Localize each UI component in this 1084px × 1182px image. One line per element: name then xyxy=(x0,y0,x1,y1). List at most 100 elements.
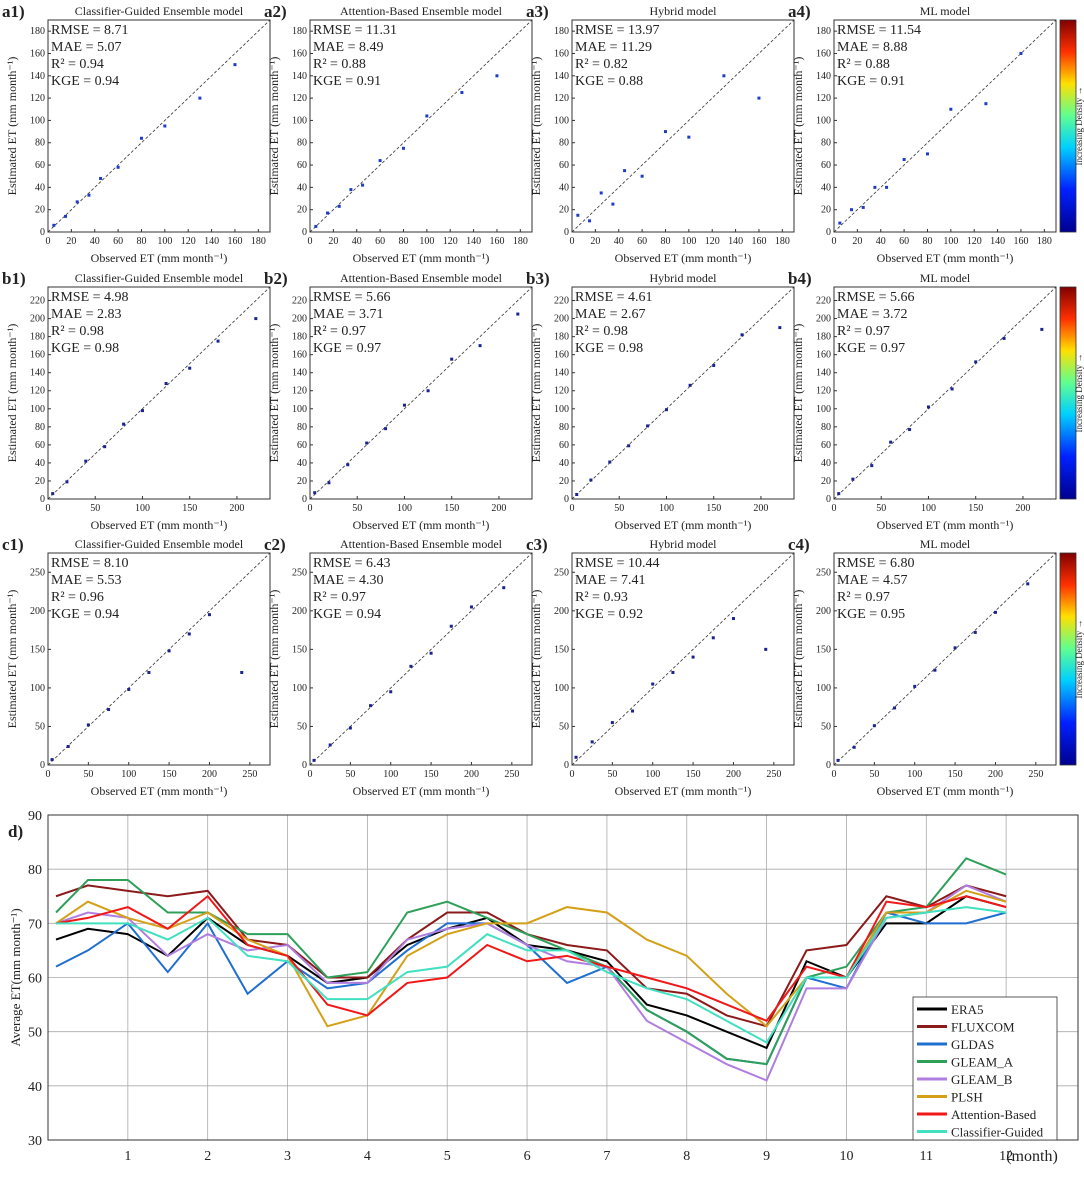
x-tick-label: 0 xyxy=(46,503,51,514)
y-tick-label: 30 xyxy=(28,1134,42,1149)
y-tick-label: 40 xyxy=(35,458,45,469)
plot-frame xyxy=(309,552,533,766)
scatter-point xyxy=(469,605,473,609)
y-tick-label: 90 xyxy=(28,809,42,824)
panel-title: Attention-Based Ensemble model xyxy=(340,537,503,551)
x-axis-label: Observed ET (mm month⁻¹) xyxy=(353,784,490,798)
y-tick-label: 150 xyxy=(30,644,45,655)
scatter-point xyxy=(837,492,841,496)
stat-text: KGE = 0.94 xyxy=(51,74,119,89)
x-tick-label: 200 xyxy=(202,769,217,780)
x-tick-label: 2 xyxy=(204,1149,211,1164)
plot-frame xyxy=(47,552,271,766)
scatter-point xyxy=(574,755,578,759)
x-tick-label: 140 xyxy=(728,236,743,247)
stat-text: RMSE = 13.97 xyxy=(575,23,660,38)
x-tick-label: 50 xyxy=(345,769,355,780)
plot-frame xyxy=(47,814,1079,1141)
stat-text: KGE = 0.97 xyxy=(313,341,381,356)
colorbar xyxy=(1059,19,1077,233)
x-tick-label: 120 xyxy=(967,236,982,247)
scatter-point xyxy=(429,651,433,655)
scatter-point xyxy=(933,668,937,672)
x-tick-label: 50 xyxy=(90,503,100,514)
y-axis-label: Estimated ET (mm month⁻¹) xyxy=(529,590,543,729)
scatter-point xyxy=(850,208,854,212)
x-tick-label: 150 xyxy=(182,503,197,514)
scatter-point xyxy=(187,632,191,636)
y-tick-label: 140 xyxy=(816,368,831,379)
x-tick-label: 200 xyxy=(988,769,1003,780)
stat-text: KGE = 0.91 xyxy=(837,74,905,89)
y-tick-label: 40 xyxy=(559,458,569,469)
x-tick-label: 3 xyxy=(284,1149,291,1164)
stat-text: R² = 0.97 xyxy=(837,590,890,605)
scatter-point xyxy=(86,723,90,727)
y-tick-label: 60 xyxy=(821,440,831,451)
stat-text: RMSE = 4.98 xyxy=(51,290,129,305)
scatter-point xyxy=(664,408,668,412)
scatter-point xyxy=(711,636,715,640)
x-tick-label: 0 xyxy=(308,769,313,780)
one-to-one-line xyxy=(833,19,1057,233)
y-axis-label: Estimated ET (mm month⁻¹) xyxy=(529,57,543,196)
scatter-point xyxy=(254,317,258,321)
x-tick-label: 150 xyxy=(686,769,701,780)
y-tick-label: 220 xyxy=(292,296,307,307)
y-tick-label: 100 xyxy=(554,404,569,415)
scatter-point xyxy=(51,492,55,496)
x-tick-label: 180 xyxy=(1037,236,1052,247)
scatter-point xyxy=(949,107,953,111)
stat-text: R² = 0.97 xyxy=(837,324,890,339)
y-tick-label: 20 xyxy=(35,205,45,216)
panel-title: Hybrid model xyxy=(650,4,718,18)
stat-text: RMSE = 4.61 xyxy=(575,290,653,305)
scatter-point xyxy=(757,96,761,100)
y-tick-label: 150 xyxy=(292,644,307,655)
scatter-point xyxy=(65,480,69,484)
x-tick-label: 40 xyxy=(90,236,100,247)
scatter-point xyxy=(631,709,635,713)
scatter-point xyxy=(908,428,912,432)
x-tick-label: 150 xyxy=(706,503,721,514)
scatter-point xyxy=(870,464,874,468)
y-tick-label: 20 xyxy=(559,476,569,487)
panel-label: d) xyxy=(8,822,23,841)
scatter-point xyxy=(691,655,695,659)
colorbar-label: Increasing Density → xyxy=(1074,87,1084,166)
y-axis-label: Estimated ET (mm month⁻¹) xyxy=(267,590,281,729)
y-tick-label: 40 xyxy=(821,182,831,193)
legend-label: PLSH xyxy=(951,1090,983,1105)
scatter-point xyxy=(139,136,143,140)
x-tick-label: 80 xyxy=(136,236,146,247)
x-tick-label: 40 xyxy=(614,236,624,247)
x-tick-label: 60 xyxy=(637,236,647,247)
x-tick-label: 50 xyxy=(876,503,886,514)
x-tick-label: 100 xyxy=(645,769,660,780)
panel-title: ML model xyxy=(920,537,971,551)
stat-text: R² = 0.88 xyxy=(313,57,366,72)
scatter-point xyxy=(99,176,103,180)
x-tick-label: 60 xyxy=(899,236,909,247)
y-tick-label: 120 xyxy=(554,386,569,397)
x-tick-label: 100 xyxy=(419,236,434,247)
y-tick-label: 0 xyxy=(40,760,45,771)
scatter-point xyxy=(671,670,675,674)
stat-text: KGE = 0.92 xyxy=(575,607,643,622)
x-tick-label: 1 xyxy=(124,1149,131,1164)
scatter-point xyxy=(599,191,603,195)
y-tick-label: 200 xyxy=(292,314,307,325)
scatter-point xyxy=(740,333,744,337)
y-tick-label: 80 xyxy=(559,138,569,149)
series-line xyxy=(55,906,1007,1044)
panel-title: ML model xyxy=(920,4,971,18)
y-tick-label: 20 xyxy=(559,205,569,216)
x-tick-label: 250 xyxy=(766,769,781,780)
panel-title: Attention-Based Ensemble model xyxy=(340,271,503,285)
scatter-point xyxy=(623,169,627,173)
x-tick-label: 20 xyxy=(590,236,600,247)
scatter-point xyxy=(902,157,906,161)
x-axis-label: (month) xyxy=(1006,1148,1058,1165)
y-tick-label: 250 xyxy=(30,567,45,578)
